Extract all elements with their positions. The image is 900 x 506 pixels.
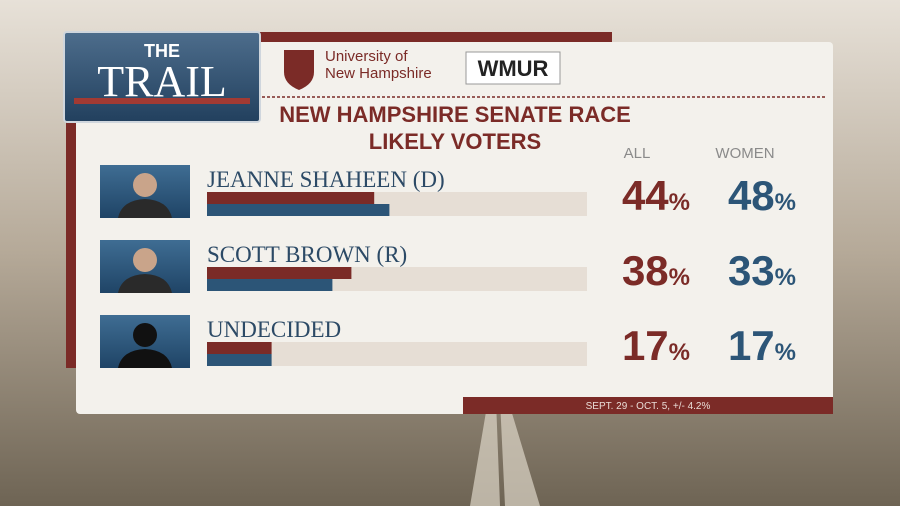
- column-header: ALL: [624, 145, 651, 162]
- panel: [76, 42, 833, 414]
- photo-head: [133, 248, 157, 272]
- logo-line1: THE: [144, 41, 180, 61]
- value-label: 17%: [728, 322, 796, 369]
- photo-head: [133, 323, 157, 347]
- university-name: University of: [325, 48, 408, 65]
- category-label: SCOTT BROWN (R): [207, 242, 407, 267]
- photo-shoulders: [118, 199, 172, 218]
- university-shield: [284, 50, 314, 90]
- logo-stripe: [74, 98, 250, 104]
- value-label: 48%: [728, 172, 796, 219]
- bar: [207, 204, 390, 216]
- bar: [207, 354, 272, 366]
- value-label: 38%: [622, 247, 690, 294]
- column-header: WOMEN: [715, 145, 774, 162]
- footnote: SEPT. 29 - OCT. 5, +/- 4.2%: [586, 401, 711, 412]
- value-label: 33%: [728, 247, 796, 294]
- chart-title: NEW HAMPSHIRE SENATE RACE: [279, 102, 631, 127]
- bar: [207, 279, 333, 291]
- category-label: UNDECIDED: [207, 317, 341, 342]
- university-name: New Hampshire: [325, 65, 432, 82]
- value-label: 17%: [622, 322, 690, 369]
- photo-shoulders: [118, 349, 172, 368]
- road-lines: [470, 400, 540, 506]
- category-label: JEANNE SHAHEEN (D): [207, 167, 445, 192]
- logo: THE TRAIL: [63, 31, 261, 123]
- photo-head: [133, 173, 157, 197]
- station-logo-box: [465, 51, 561, 85]
- footer-bar: [463, 397, 833, 414]
- bar: [207, 192, 375, 204]
- logo-line2: TRAIL: [97, 57, 227, 106]
- chart-subtitle: LIKELY VOTERS: [369, 129, 541, 154]
- bar: [207, 267, 352, 279]
- bar: [207, 342, 272, 354]
- station-logo: WMUR: [478, 56, 549, 81]
- photo-shoulders: [118, 274, 172, 293]
- value-label: 44%: [622, 172, 690, 219]
